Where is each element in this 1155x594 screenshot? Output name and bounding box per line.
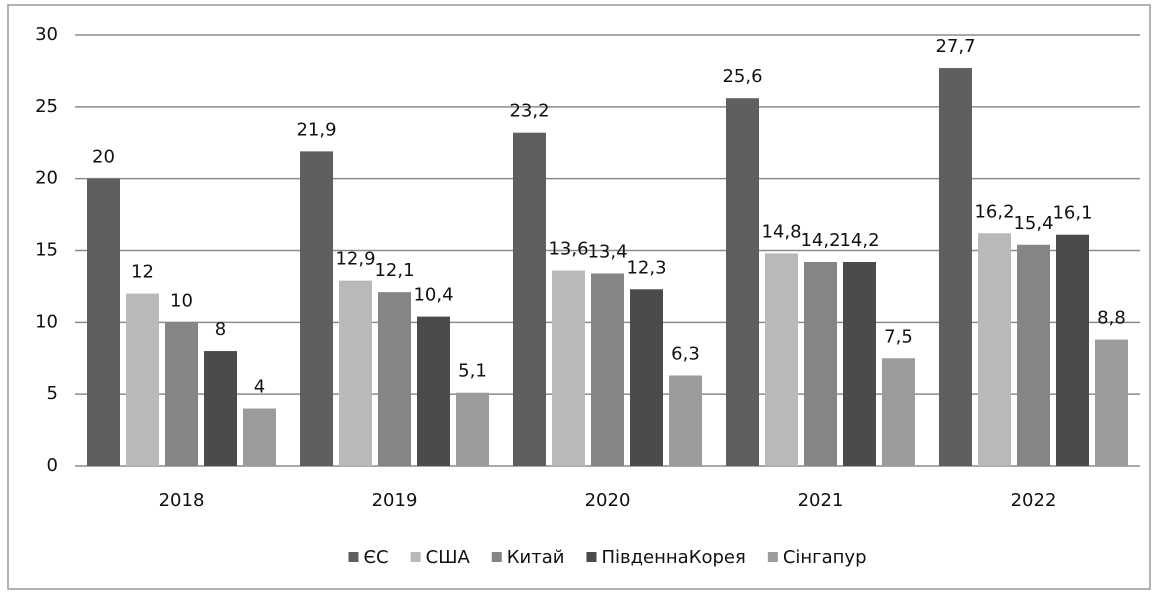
bar: [378, 292, 411, 466]
data-label: 8: [215, 319, 226, 340]
data-label: 27,7: [935, 36, 975, 57]
data-label: 25,6: [722, 66, 762, 87]
y-tick-label: 25: [35, 96, 58, 117]
data-label: 12,3: [626, 257, 666, 278]
y-tick-label: 15: [35, 240, 58, 261]
legend-label: Сінгапур: [783, 547, 867, 568]
y-tick-label: 30: [35, 24, 58, 45]
data-label: 14,2: [839, 230, 879, 251]
data-label: 20: [92, 147, 115, 168]
legend-label: США: [426, 547, 471, 568]
bar: [630, 289, 663, 466]
data-label: 12: [131, 262, 154, 283]
bar: [513, 132, 546, 466]
legend-label: ПівденнаКорея: [601, 547, 745, 568]
data-label: 10: [170, 290, 193, 311]
bar: [552, 270, 585, 466]
bar: [591, 273, 624, 466]
x-tick-label: 2022: [1011, 490, 1057, 511]
data-label: 21,9: [296, 119, 336, 140]
bar: [1056, 234, 1089, 466]
bar: [882, 358, 915, 466]
data-label: 14,8: [761, 221, 801, 242]
bar: [165, 322, 198, 466]
legend-label: ЄС: [363, 547, 388, 568]
data-label: 12,1: [374, 260, 414, 281]
legend-swatch: [410, 552, 421, 562]
bar: [726, 98, 759, 467]
bar: [843, 261, 876, 466]
legend-swatch: [491, 552, 502, 562]
bar: [669, 375, 702, 466]
data-label: 7,5: [884, 326, 913, 347]
data-label: 10,4: [413, 285, 453, 306]
data-label: 15,4: [1013, 213, 1053, 234]
y-tick-label: 5: [47, 383, 58, 404]
y-tick-label: 10: [35, 311, 58, 332]
data-label: 5,1: [458, 361, 487, 382]
bar: [87, 178, 120, 466]
data-label: 4: [254, 377, 265, 398]
legend-swatch: [348, 552, 359, 562]
data-label: 12,9: [335, 249, 375, 270]
data-label: 16,2: [974, 201, 1014, 222]
data-label: 14,2: [800, 230, 840, 251]
y-tick-label: 20: [35, 168, 58, 189]
x-tick-label: 2020: [585, 490, 631, 511]
y-tick-label: 0: [47, 455, 58, 476]
legend-label: Китай: [507, 547, 565, 568]
data-label: 23,2: [509, 101, 549, 122]
bar: [939, 68, 972, 466]
data-label: 8,8: [1097, 308, 1126, 329]
x-tick-label: 2019: [372, 490, 418, 511]
x-tick-label: 2018: [159, 490, 205, 511]
bar: [456, 392, 489, 466]
bar: [243, 408, 276, 466]
bar: [765, 253, 798, 466]
legend-swatch: [767, 552, 778, 562]
bar: [1017, 244, 1050, 466]
data-label: 13,4: [587, 241, 627, 262]
bar: [804, 261, 837, 466]
bar: [204, 351, 237, 466]
bar: [339, 280, 372, 466]
legend-swatch: [586, 552, 597, 562]
data-label: 13,6: [548, 239, 588, 260]
bar: [1095, 339, 1128, 466]
bar: [417, 316, 450, 466]
data-label: 16,1: [1052, 203, 1092, 224]
x-tick-label: 2021: [798, 490, 844, 511]
bar: [300, 151, 333, 466]
data-label: 6,3: [671, 343, 700, 364]
bar: [126, 293, 159, 466]
bar: [978, 233, 1011, 466]
